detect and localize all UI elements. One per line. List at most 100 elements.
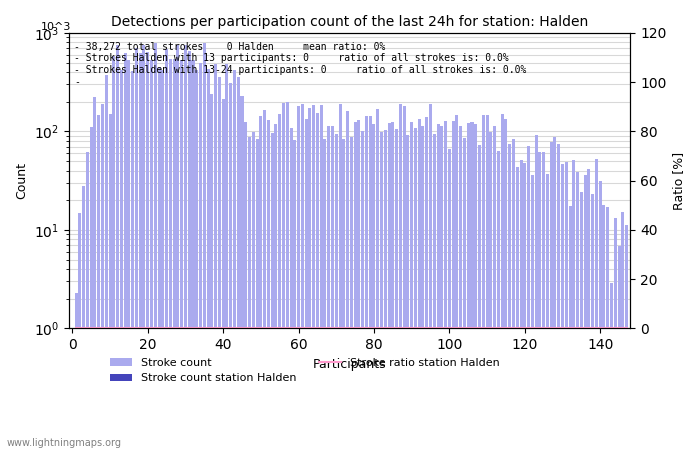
Bar — [391, 122, 394, 450]
Bar — [573, 160, 575, 450]
Bar — [587, 169, 590, 450]
Stroke ratio station Halden — [249, 326, 258, 331]
Bar — [290, 128, 293, 450]
Bar — [380, 132, 383, 450]
Bar — [278, 114, 281, 450]
Bar — [271, 133, 274, 450]
Bar — [421, 126, 424, 450]
Bar — [169, 58, 172, 450]
Title: Detections per participation count of the last 24h for station: Halden: Detections per participation count of th… — [111, 15, 588, 29]
Bar — [158, 68, 160, 450]
Bar — [388, 123, 391, 450]
Bar — [478, 145, 481, 450]
Bar — [248, 137, 251, 450]
Bar — [252, 132, 255, 450]
Bar — [622, 212, 624, 450]
Bar — [531, 175, 534, 450]
Bar — [497, 151, 500, 450]
Bar — [339, 104, 342, 450]
Bar — [512, 139, 515, 450]
Bar — [101, 104, 104, 450]
Stroke ratio station Halden — [72, 326, 80, 331]
Bar — [82, 185, 85, 450]
Bar — [576, 171, 579, 450]
Bar — [456, 116, 458, 450]
Bar — [214, 63, 217, 450]
Bar — [625, 225, 628, 450]
Bar — [470, 122, 473, 450]
Bar — [489, 132, 492, 450]
Bar — [546, 174, 549, 450]
Bar — [614, 218, 617, 450]
Bar — [188, 51, 190, 450]
Bar — [433, 134, 436, 450]
Bar — [354, 122, 356, 450]
Bar — [304, 118, 307, 450]
Bar — [139, 53, 141, 450]
Bar — [206, 69, 209, 450]
Bar — [591, 194, 594, 450]
Bar — [199, 63, 202, 450]
Bar — [195, 70, 198, 450]
Text: - 38,272 total strokes    0 Halden     mean ratio: 0%
- Strokes Halden with 13 p: - 38,272 total strokes 0 Halden mean rat… — [74, 42, 526, 86]
Bar — [105, 76, 108, 450]
Bar — [410, 122, 413, 450]
Bar — [429, 104, 432, 450]
Bar — [127, 60, 130, 450]
Bar — [192, 60, 195, 450]
Text: 10^3: 10^3 — [41, 22, 71, 32]
Bar — [580, 192, 583, 450]
Bar — [124, 53, 127, 450]
Bar — [78, 213, 81, 450]
Bar — [176, 45, 179, 450]
Bar — [425, 117, 428, 450]
Bar — [108, 114, 111, 450]
Bar — [617, 246, 620, 450]
Bar — [505, 119, 508, 450]
X-axis label: Participants: Participants — [313, 358, 386, 371]
Bar — [233, 70, 236, 450]
Bar — [320, 105, 323, 450]
Bar — [112, 56, 116, 450]
Bar — [150, 60, 153, 450]
Bar — [542, 153, 545, 450]
Bar — [444, 121, 447, 450]
Bar — [372, 124, 375, 450]
Bar — [143, 45, 146, 450]
Y-axis label: Count: Count — [15, 162, 28, 199]
Stroke ratio station Halden — [622, 326, 631, 331]
Bar — [75, 293, 78, 450]
Bar — [135, 48, 138, 450]
Bar — [237, 77, 239, 450]
Bar — [561, 164, 564, 450]
Bar — [402, 106, 405, 450]
Stroke ratio station Halden — [453, 326, 461, 331]
Bar — [550, 142, 553, 450]
Bar — [94, 97, 97, 450]
Stroke ratio station Halden — [219, 326, 228, 331]
Bar — [116, 45, 119, 450]
Bar — [316, 113, 319, 450]
Bar — [440, 126, 443, 450]
Stroke ratio station Halden — [374, 326, 382, 331]
Bar — [452, 121, 455, 450]
Bar — [407, 135, 410, 450]
Bar — [395, 130, 398, 450]
Bar — [184, 45, 187, 450]
Bar — [86, 152, 89, 450]
Y-axis label: Ratio [%]: Ratio [%] — [672, 152, 685, 210]
Bar — [554, 137, 556, 450]
Bar — [263, 110, 266, 450]
Bar — [146, 52, 149, 450]
Bar — [376, 109, 379, 450]
Bar — [297, 106, 300, 450]
Bar — [463, 138, 466, 450]
Bar — [535, 135, 538, 450]
Bar — [154, 43, 157, 450]
Bar — [565, 162, 568, 450]
Bar — [225, 64, 228, 450]
Bar — [610, 283, 613, 450]
Bar — [568, 207, 571, 450]
Bar — [244, 122, 247, 450]
Bar — [486, 115, 489, 450]
